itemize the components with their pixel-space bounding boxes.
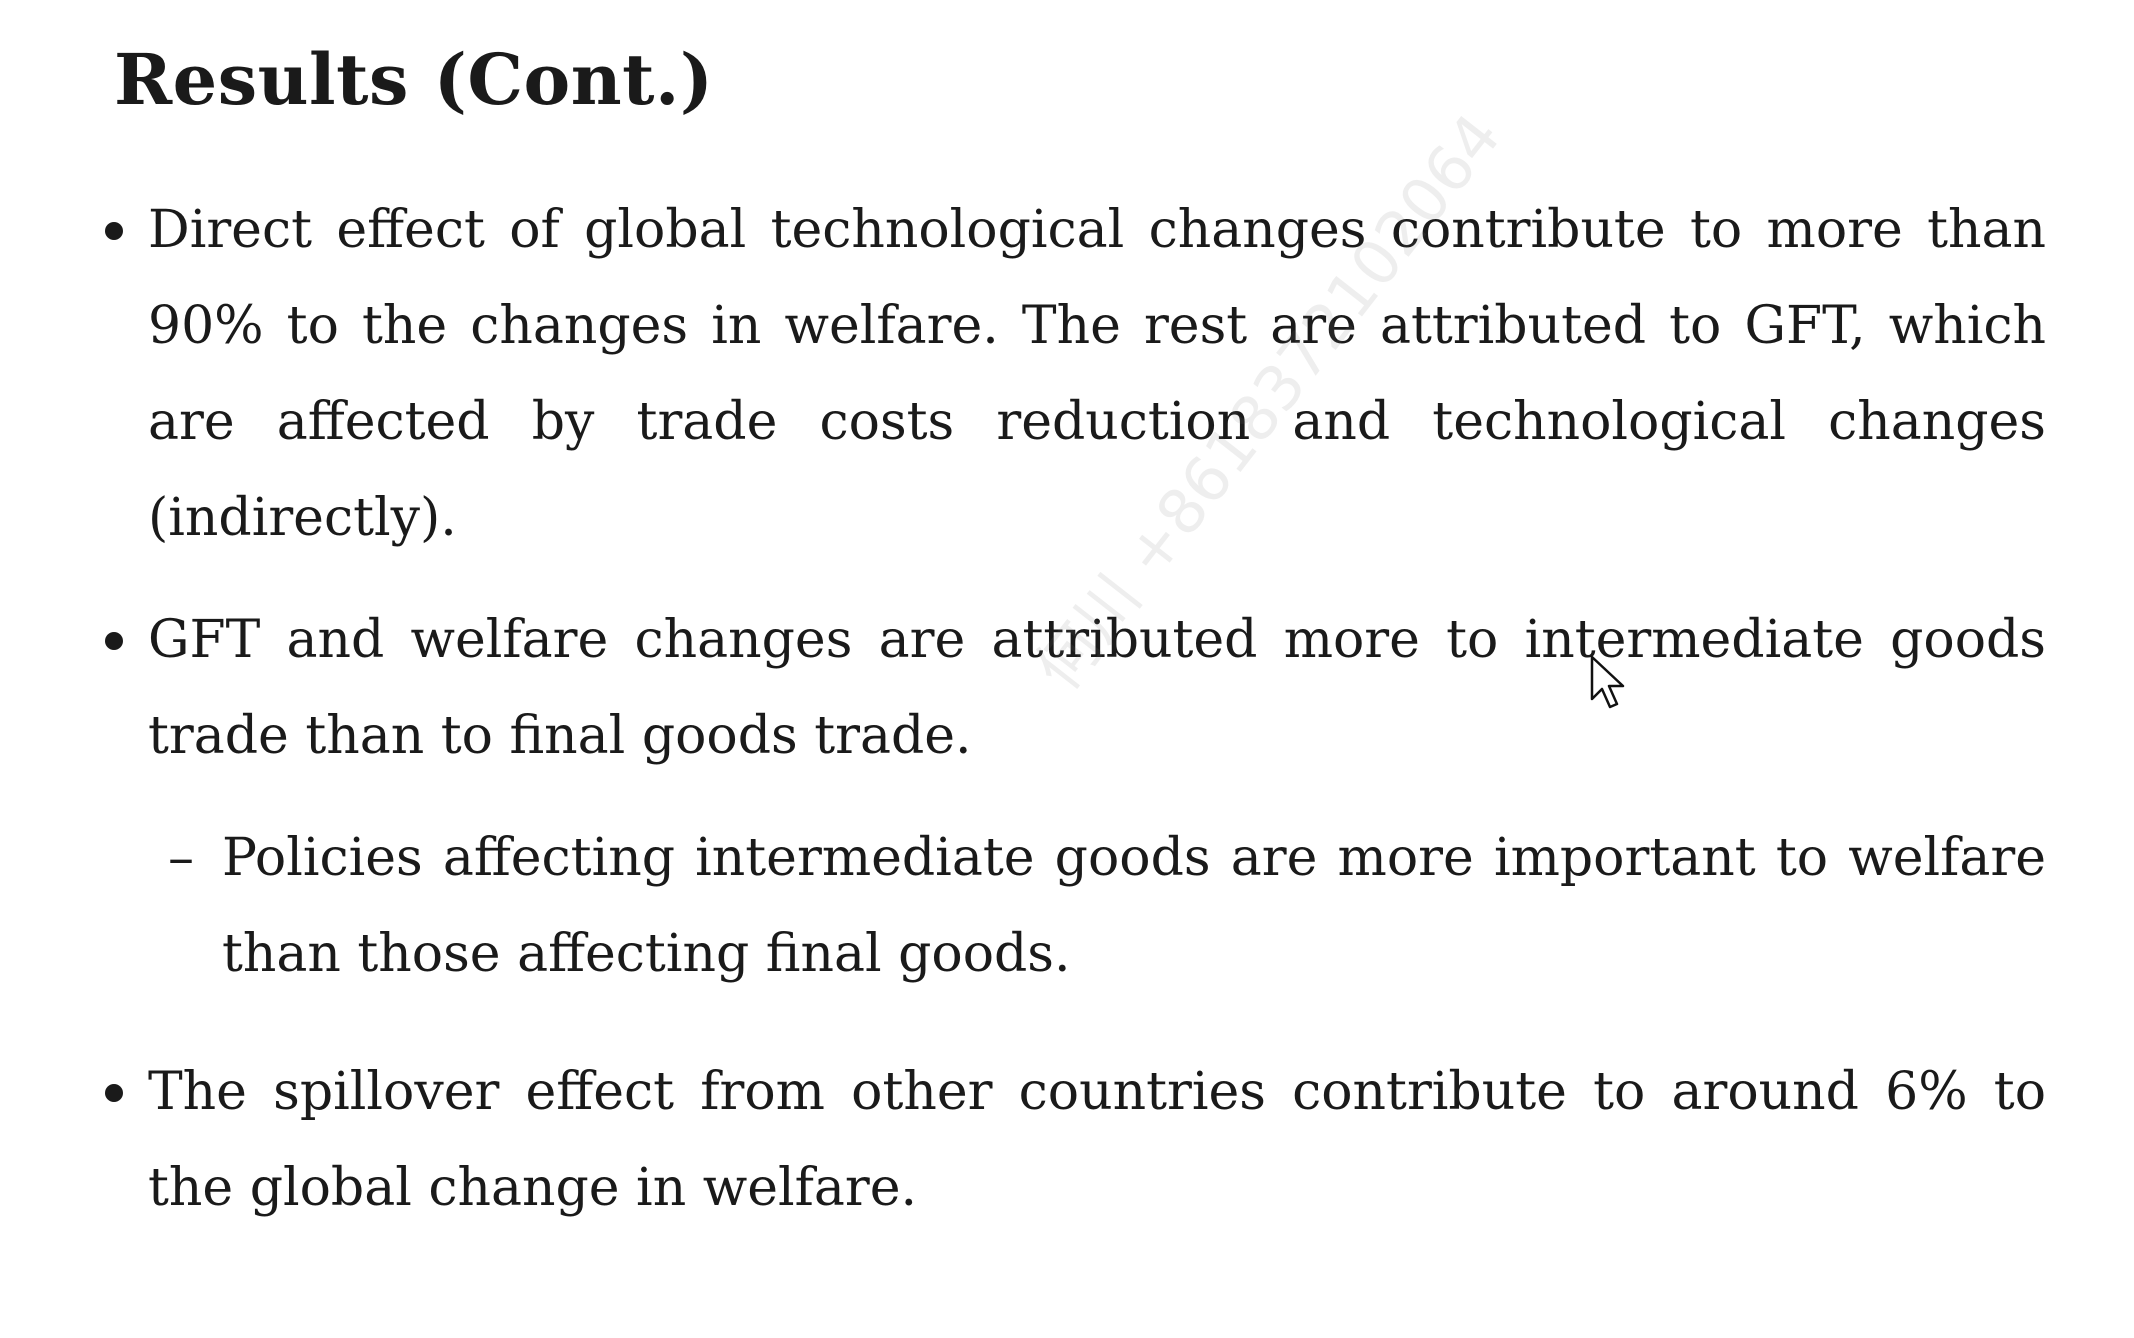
bullet-text: The spillover effect from other countrie… — [148, 1062, 2046, 1218]
sub-bullet-text: Policies affecting intermediate goods ar… — [222, 828, 2046, 984]
bullet-text: Direct effect of global technological ch… — [148, 200, 2046, 548]
bullet-list: Direct effect of global technological ch… — [0, 182, 2134, 1262]
bullet-item: The spillover effect from other countrie… — [0, 1044, 2046, 1236]
bullet-item: Direct effect of global technological ch… — [0, 182, 2046, 566]
sub-bullet-dash-icon: – — [168, 828, 194, 888]
bullet-dot-icon — [105, 632, 123, 650]
bullet-dot-icon — [105, 222, 123, 240]
bullet-dot-icon — [105, 1084, 123, 1102]
mouse-pointer-arrow-icon — [1590, 655, 1625, 709]
bullet-item: GFT and welfare changes are attributed m… — [0, 592, 2046, 784]
slide-title: Results (Cont.) — [114, 38, 714, 121]
sub-bullet-item: – Policies affecting intermediate goods … — [0, 810, 2046, 1002]
bullet-text: GFT and welfare changes are attributed m… — [148, 610, 2046, 766]
